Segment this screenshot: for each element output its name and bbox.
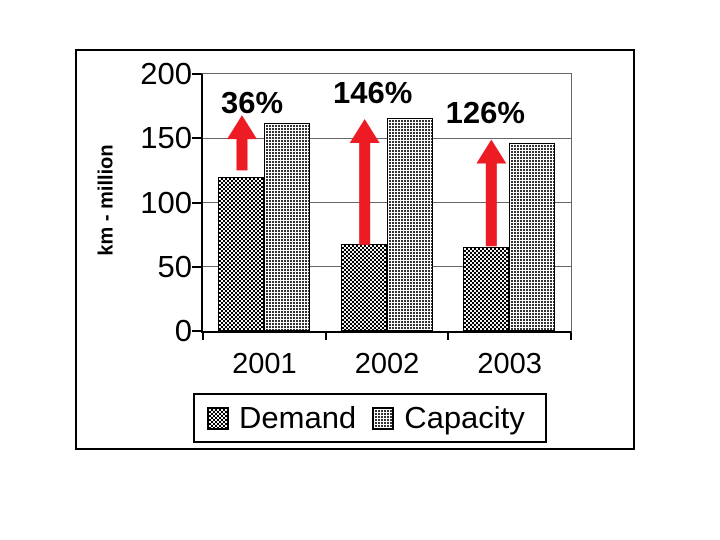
- legend-item-demand: Demand: [207, 400, 356, 436]
- legend-swatch-demand-icon: [207, 406, 229, 430]
- growth-arrow-2003: [476, 139, 507, 247]
- x-axis-label-2001: 2001: [232, 348, 297, 380]
- legend-item-capacity: Capacity: [372, 400, 525, 436]
- growth-arrow-2001: [227, 115, 257, 171]
- x-tick-mark-0: [202, 333, 204, 340]
- bar-demand-2003: [463, 247, 510, 331]
- percent-label-2001: 36%: [220, 84, 284, 120]
- growth-arrow-2002: [349, 118, 380, 245]
- legend-label-demand: Demand: [239, 400, 357, 435]
- y-tick-mark-100: [192, 201, 203, 204]
- bar-demand-2002: [340, 243, 387, 331]
- bar-capacity-2001: [264, 122, 310, 331]
- legend-swatch-capacity-icon: [372, 406, 395, 430]
- bar-capacity-2002: [386, 117, 433, 331]
- x-tick-mark-1: [324, 333, 327, 340]
- chart-frame: km - million 0 50 100 150 200 36% 146% 126% 20…: [75, 49, 635, 450]
- x-tick-mark-2: [447, 333, 450, 340]
- x-axis-label-2002: 2002: [354, 348, 420, 380]
- y-tick-mark-200: [192, 73, 203, 75]
- bar-capacity-2003: [509, 143, 556, 331]
- y-tick-mark-0: [192, 330, 203, 332]
- y-axis-tick-label-0: 0: [174, 313, 192, 348]
- y-tick-mark-150: [192, 137, 203, 140]
- bar-demand-2001: [218, 176, 264, 331]
- plot-area: 36% 146% 126%: [201, 73, 572, 333]
- x-tick-mark-3: [570, 333, 572, 340]
- y-axis-tick-label-150: 150: [140, 120, 192, 156]
- y-tick-mark-50: [192, 265, 203, 268]
- percent-label-2003: 126%: [445, 95, 525, 131]
- y-axis-tick-label-200: 200: [140, 56, 192, 91]
- growth-arrows: [227, 115, 507, 247]
- percent-label-2002: 146%: [333, 74, 413, 110]
- y-axis-tick-label-50: 50: [157, 248, 192, 284]
- legend-label-capacity: Capacity: [404, 400, 525, 435]
- x-axis-label-2003: 2003: [477, 348, 542, 380]
- legend: Demand Capacity: [193, 393, 547, 443]
- y-axis-tick-label-100: 100: [140, 184, 192, 220]
